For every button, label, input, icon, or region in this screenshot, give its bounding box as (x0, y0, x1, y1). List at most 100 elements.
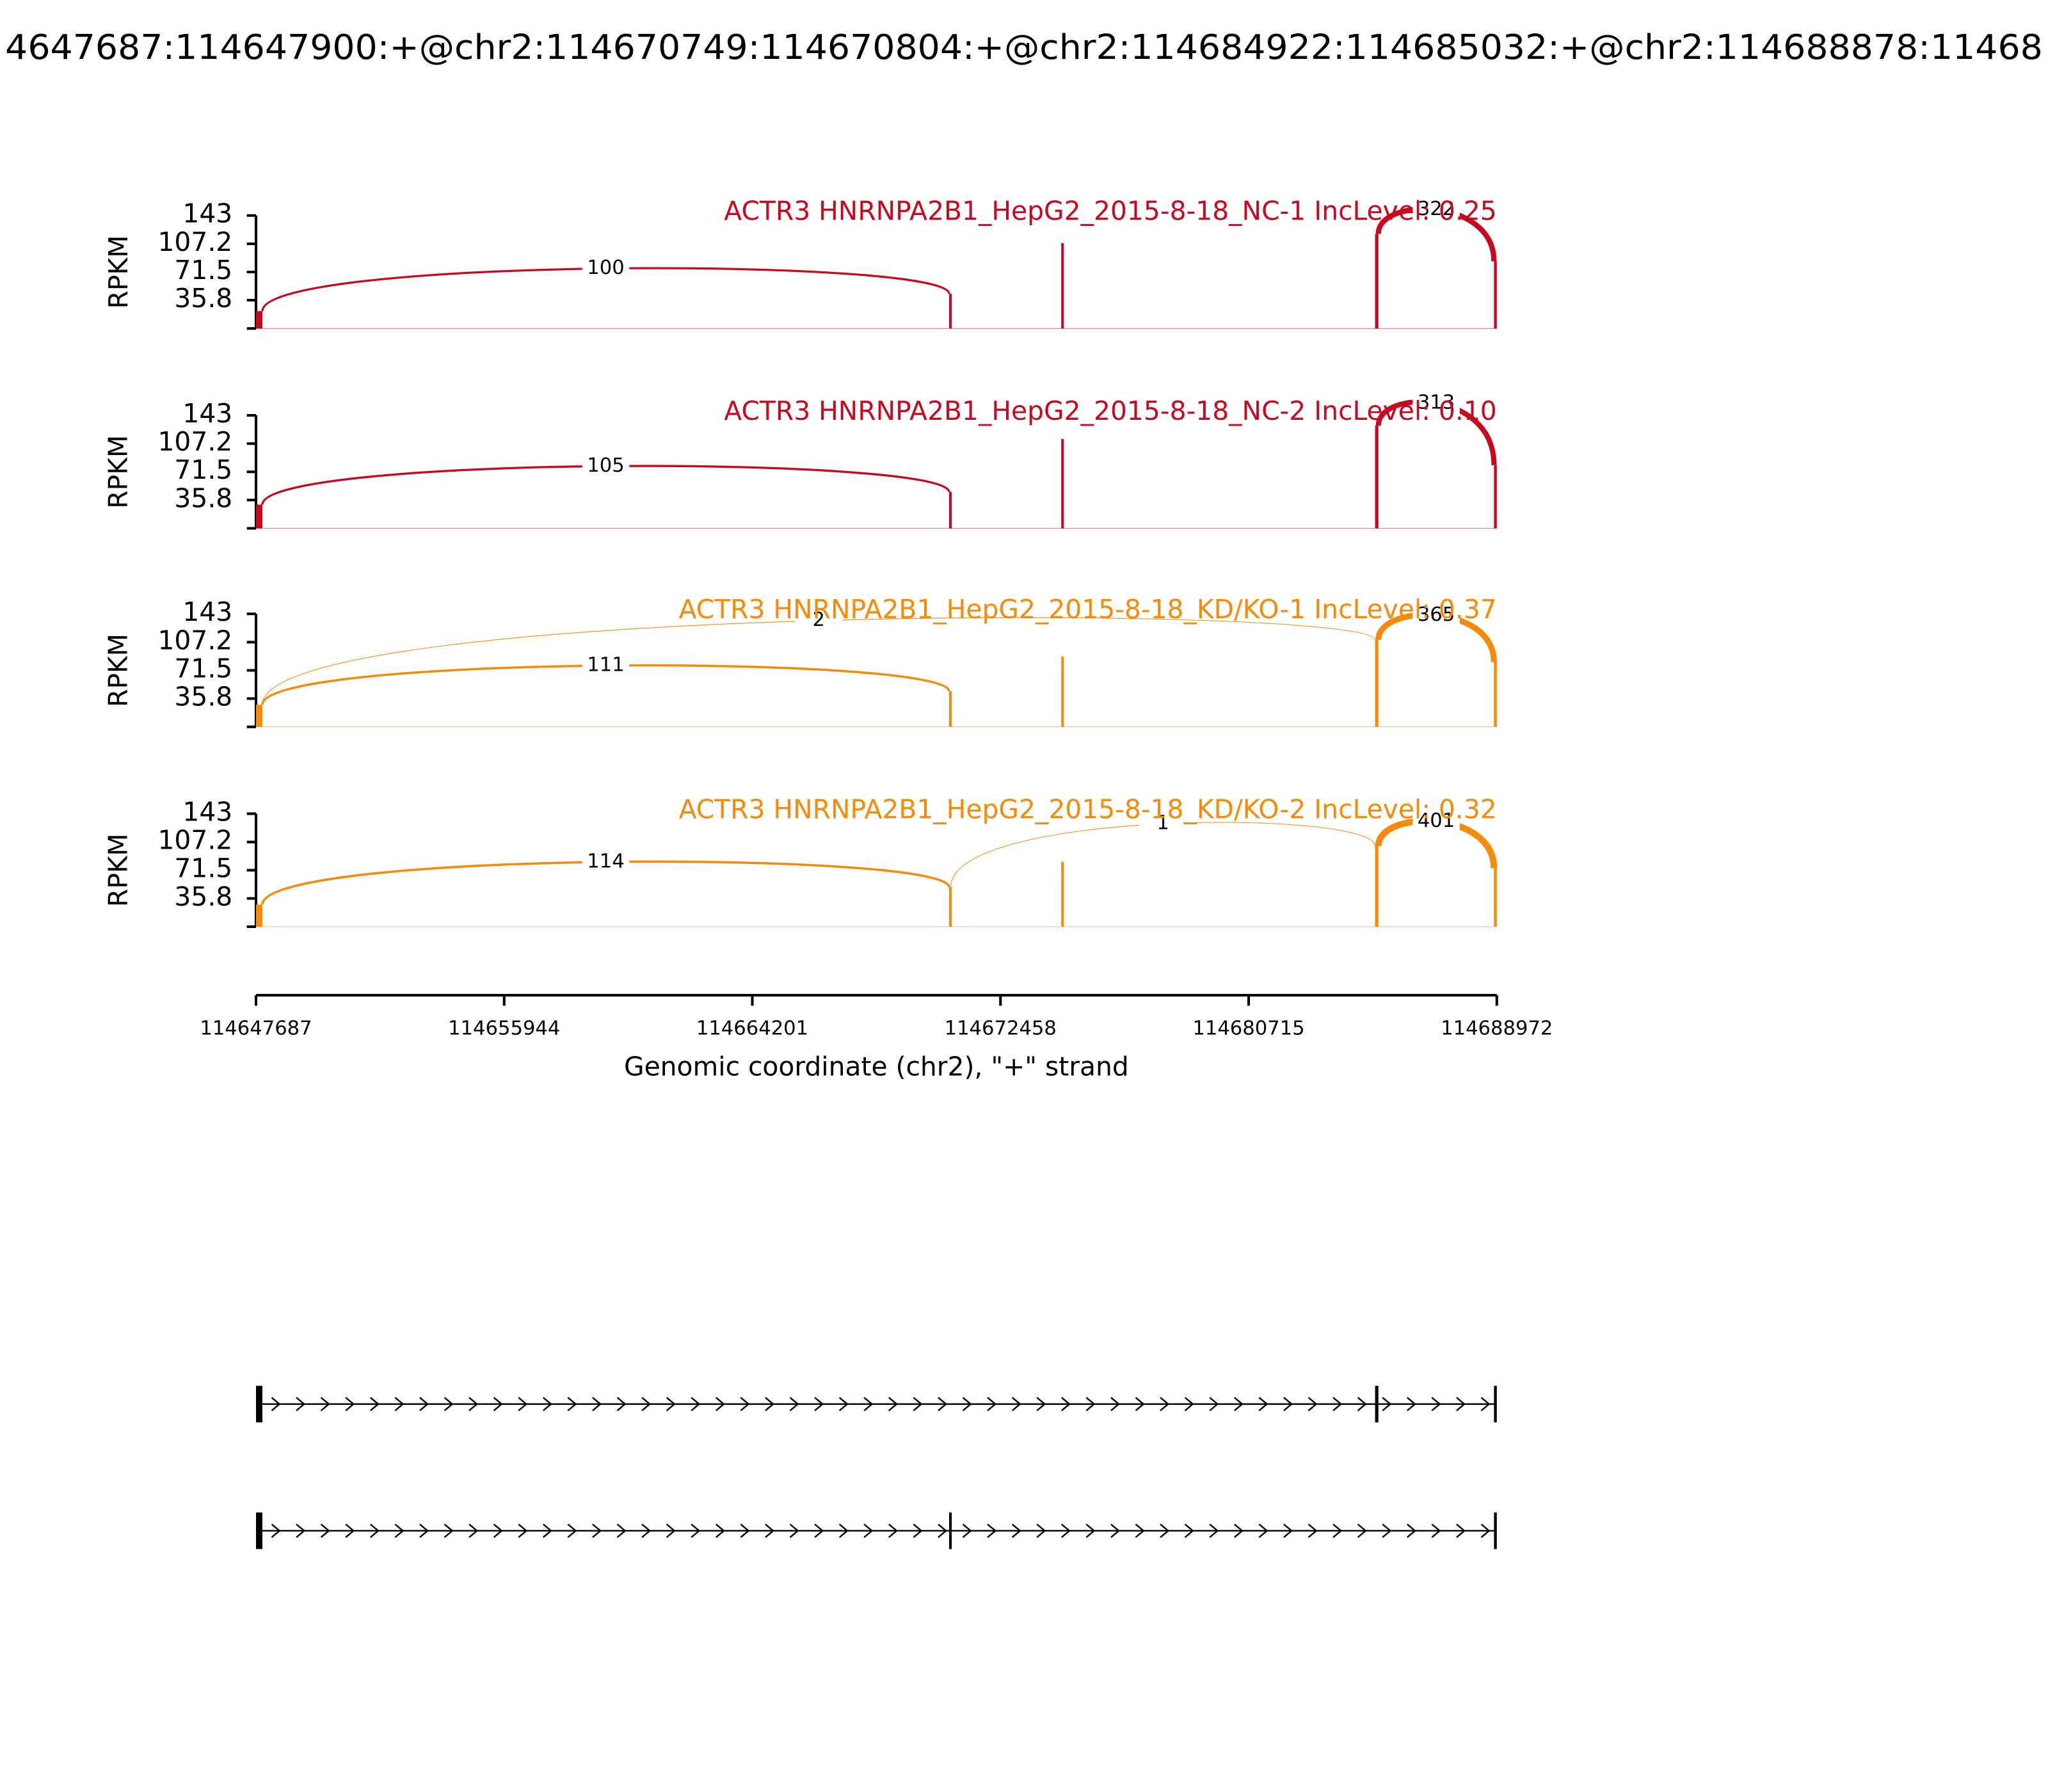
strand-chevron (1209, 1523, 1219, 1538)
y-axis-label: RPKM (103, 435, 134, 509)
coverage (1061, 243, 1064, 329)
y-tick-label: 35.8 (174, 682, 232, 712)
strand-chevron (691, 1523, 701, 1538)
junction-label: 105 (587, 454, 624, 477)
junction-label-bg (1412, 604, 1460, 627)
strand-chevron (1480, 1523, 1491, 1538)
panel-label: ACTR3 HNRNPA2B1_HepG2_2015-8-18_NC-2 Inc… (724, 396, 1497, 426)
strand-chevron (1110, 1396, 1121, 1412)
junction-label-bg (1412, 198, 1460, 222)
strand-chevron (444, 1523, 454, 1538)
strand-chevron (616, 1523, 627, 1538)
strand-chevron (567, 1396, 577, 1412)
strand-chevron (765, 1523, 775, 1538)
x-tick-label: 114655944 (448, 1018, 560, 1040)
coverage (1494, 465, 1497, 529)
strand-chevron (542, 1523, 552, 1538)
x-tick-label: 114680715 (1192, 1018, 1304, 1040)
junction-label-bg (1412, 391, 1460, 415)
y-axis-label: RPKM (103, 236, 134, 309)
strand-chevron (1480, 1396, 1491, 1412)
strand-chevron (1258, 1396, 1268, 1412)
strand-chevron (567, 1523, 577, 1538)
strand-chevron (962, 1523, 972, 1538)
strand-chevron (271, 1523, 281, 1538)
strand-chevron (765, 1396, 775, 1412)
strand-chevron (987, 1396, 997, 1412)
y-tick-label: 143 (182, 198, 232, 229)
coverage (1061, 439, 1064, 529)
strand-chevron (1160, 1523, 1170, 1538)
junction-label-bg (582, 653, 630, 678)
exon (1375, 1386, 1379, 1423)
strand-chevron (666, 1396, 676, 1412)
strand-chevron (641, 1396, 652, 1412)
strand-chevron (691, 1396, 701, 1412)
coverage (1494, 261, 1497, 329)
strand-chevron (1060, 1396, 1071, 1412)
strand-chevron (1357, 1396, 1367, 1412)
y-tick-label: 35.8 (174, 483, 232, 513)
strand-chevron (1431, 1396, 1441, 1412)
strand-chevron (1406, 1396, 1416, 1412)
strand-chevron (1456, 1523, 1466, 1538)
y-tick-label: 107.2 (157, 825, 232, 856)
y-tick-label: 71.5 (174, 454, 232, 485)
strand-chevron (493, 1396, 503, 1412)
strand-chevron (1036, 1396, 1046, 1412)
strand-chevron (468, 1396, 479, 1412)
strand-chevron (616, 1396, 627, 1412)
coverage (949, 691, 952, 727)
coverage (1061, 656, 1064, 727)
coverage (1494, 868, 1497, 927)
strand-chevron (1011, 1523, 1021, 1538)
coverage (1375, 234, 1379, 329)
coverage (256, 904, 263, 927)
strand-chevron (1184, 1523, 1194, 1538)
strand-chevron (394, 1523, 404, 1538)
strand-chevron (271, 1396, 281, 1412)
strand-chevron (542, 1396, 552, 1412)
junction-label-bg (1412, 810, 1460, 833)
strand-chevron (1382, 1523, 1392, 1538)
strand-chevron (913, 1523, 923, 1538)
strand-chevron (715, 1396, 725, 1412)
junction-label-bg (1139, 812, 1187, 836)
strand-chevron (320, 1523, 330, 1538)
junction-label-bg (582, 850, 630, 874)
panel-label: ACTR3 HNRNPA2B1_HepG2_2015-8-18_KD/KO-2 … (679, 794, 1497, 824)
coverage (949, 887, 952, 927)
strand-chevron (1036, 1523, 1046, 1538)
y-tick-label: 143 (182, 398, 232, 429)
exon (256, 1512, 263, 1549)
junction-label: 2 (813, 609, 825, 631)
y-tick-label: 107.2 (157, 426, 232, 457)
y-tick-label: 143 (182, 596, 232, 627)
x-tick-label: 114688972 (1441, 1018, 1553, 1040)
exon (256, 1386, 263, 1423)
junction-label: 111 (587, 653, 624, 676)
strand-chevron (740, 1396, 750, 1412)
junction-label-bg (582, 257, 630, 280)
strand-chevron (1110, 1523, 1121, 1538)
x-axis-label: Genomic coordinate (chr2), "+" strand (624, 1051, 1129, 1082)
strand-chevron (518, 1523, 528, 1538)
strand-chevron (1233, 1396, 1244, 1412)
strand-chevron (789, 1523, 799, 1538)
junction-label: 114 (587, 850, 624, 872)
y-tick-label: 71.5 (174, 853, 232, 884)
strand-chevron (838, 1523, 849, 1538)
junction-label: 322 (1418, 198, 1455, 220)
coverage (1494, 662, 1497, 727)
exon (1494, 1386, 1497, 1423)
y-tick-label: 71.5 (174, 653, 232, 684)
panel-label: ACTR3 HNRNPA2B1_HepG2_2015-8-18_NC-1 Inc… (724, 196, 1497, 227)
junction-label: 313 (1418, 391, 1455, 413)
strand-chevron (789, 1396, 799, 1412)
strand-chevron (1332, 1396, 1343, 1412)
strand-chevron (962, 1396, 972, 1412)
strand-chevron (1332, 1523, 1343, 1538)
strand-chevron (419, 1523, 429, 1538)
strand-chevron (1283, 1523, 1293, 1538)
